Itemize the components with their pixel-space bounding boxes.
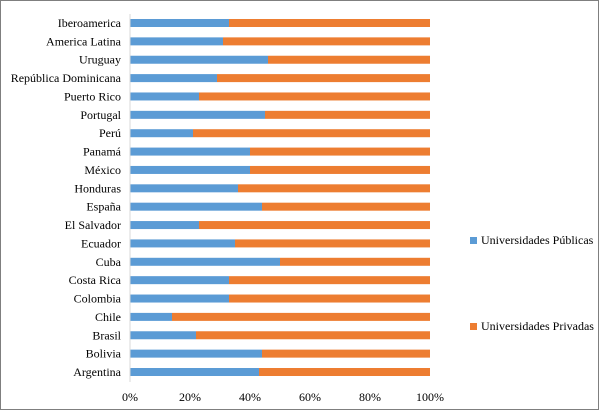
bar-privadas-el-salvador bbox=[199, 221, 430, 230]
bar-publicas-mexico bbox=[130, 165, 250, 174]
bar-privadas-bolivia bbox=[262, 349, 430, 358]
bar-publicas-chile bbox=[130, 312, 172, 321]
category-label-america-latina: America Latina bbox=[46, 34, 122, 48]
x-tick-label-80-pct: 80% bbox=[359, 390, 381, 404]
category-label-iberoamerica: Iberoamerica bbox=[58, 16, 122, 30]
category-label-colombia: Colombia bbox=[74, 292, 122, 306]
bar-publicas-portugal bbox=[130, 110, 265, 119]
bar-privadas-ecuador bbox=[235, 239, 430, 248]
category-label-argentina: Argentina bbox=[73, 365, 121, 379]
bar-publicas-el-salvador bbox=[130, 221, 199, 230]
bar-privadas-panama bbox=[250, 147, 430, 156]
legend-item-publicas: Universidades Públicas bbox=[470, 233, 593, 248]
bars-group bbox=[130, 19, 430, 376]
bar-privadas-colombia bbox=[229, 294, 430, 303]
bar-publicas-bolivia bbox=[130, 349, 262, 358]
category-label-puerto-rico: Puerto Rico bbox=[64, 89, 121, 103]
bar-privadas-brasil bbox=[196, 331, 430, 340]
bar-publicas-uruguay bbox=[130, 55, 268, 64]
bar-publicas-panama bbox=[130, 147, 250, 156]
bar-privadas-puerto-rico bbox=[199, 92, 430, 101]
legend-swatch-privadas bbox=[470, 323, 477, 330]
bar-privadas-republica-dominicana bbox=[217, 74, 430, 83]
bar-publicas-colombia bbox=[130, 294, 229, 303]
bar-privadas-portugal bbox=[265, 110, 430, 119]
category-label-bolivia: Bolivia bbox=[86, 347, 122, 361]
category-label-panama: Panamá bbox=[83, 145, 122, 159]
bar-publicas-republica-dominicana bbox=[130, 74, 217, 83]
category-label-ecuador: Ecuador bbox=[81, 236, 121, 250]
category-label-brasil: Brasil bbox=[92, 328, 121, 342]
bar-privadas-uruguay bbox=[268, 55, 430, 64]
bar-publicas-puerto-rico bbox=[130, 92, 199, 101]
bar-privadas-peru bbox=[193, 129, 430, 138]
category-label-mexico: México bbox=[84, 163, 121, 177]
bar-publicas-costa-rica bbox=[130, 276, 229, 285]
x-tick-label-40-pct: 40% bbox=[239, 390, 261, 404]
bar-privadas-honduras bbox=[238, 184, 430, 193]
bar-publicas-argentina bbox=[130, 368, 259, 376]
bar-privadas-argentina bbox=[259, 368, 430, 376]
category-label-portugal: Portugal bbox=[80, 108, 121, 122]
category-label-costa-rica: Costa Rica bbox=[69, 273, 122, 287]
bar-publicas-america-latina bbox=[130, 37, 223, 46]
x-tick-label-0-pct: 0% bbox=[122, 390, 138, 404]
bar-publicas-iberoamerica bbox=[130, 19, 229, 27]
bar-privadas-chile bbox=[172, 312, 430, 321]
bar-privadas-iberoamerica bbox=[229, 19, 430, 27]
bar-publicas-cuba bbox=[130, 257, 280, 266]
category-label-espana: España bbox=[86, 200, 121, 214]
bar-publicas-espana bbox=[130, 202, 262, 211]
x-tick-label-60-pct: 60% bbox=[299, 390, 321, 404]
legend-item-privadas: Universidades Privadas bbox=[470, 319, 594, 334]
legend-label-publicas: Universidades Públicas bbox=[481, 233, 594, 247]
legend-label-privadas: Universidades Privadas bbox=[481, 319, 594, 333]
category-label-republica-dominicana: República Dominicana bbox=[11, 71, 122, 85]
bar-privadas-costa-rica bbox=[229, 276, 430, 285]
category-label-el-salvador: El Salvador bbox=[65, 218, 121, 232]
category-label-peru: Perú bbox=[99, 126, 121, 140]
x-tick-label-100-pct: 100% bbox=[416, 390, 444, 404]
bar-privadas-america-latina bbox=[223, 37, 430, 46]
bar-publicas-brasil bbox=[130, 331, 196, 340]
category-label-honduras: Honduras bbox=[74, 181, 121, 195]
bar-publicas-honduras bbox=[130, 184, 238, 193]
bar-publicas-peru bbox=[130, 129, 193, 138]
category-labels: Iberoamerica America Latina Uruguay Repúbli… bbox=[11, 16, 122, 379]
category-label-uruguay: Uruguay bbox=[79, 53, 121, 67]
category-label-cuba: Cuba bbox=[96, 255, 122, 269]
legend-swatch-publicas bbox=[470, 237, 477, 244]
x-tick-labels: 0% 20% 40% 60% 80% 100% bbox=[122, 390, 444, 404]
category-label-chile: Chile bbox=[95, 310, 121, 324]
bar-publicas-ecuador bbox=[130, 239, 235, 248]
x-tick-label-20-pct: 20% bbox=[179, 390, 201, 404]
bar-privadas-espana bbox=[262, 202, 430, 211]
bar-privadas-cuba bbox=[280, 257, 430, 266]
bar-privadas-mexico bbox=[250, 165, 430, 174]
